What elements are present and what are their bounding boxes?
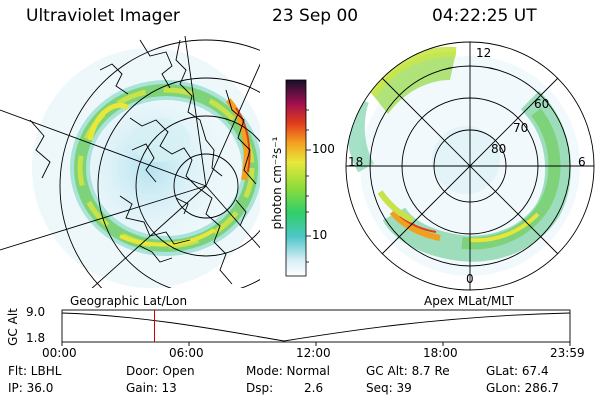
colorbar-tick-10: 10 [312, 228, 328, 242]
geographic-caption: Geographic Lat/Lon [70, 294, 188, 308]
timeline-xtick-3: 18:00 [423, 346, 458, 360]
timeline-xtick-2: 12:00 [296, 346, 331, 360]
info-glon: GLon: 286.7 [486, 381, 559, 395]
info-mode: Mode: Normal [246, 364, 330, 378]
info-door: Door: Open [126, 364, 195, 378]
time-label: 04:22:25 UT [432, 6, 537, 26]
magnetic-grid [345, 41, 595, 291]
mlat-label-70: 70 [513, 121, 529, 135]
mlt-label-12: 12 [476, 46, 492, 60]
info-gain: Gain: 13 [126, 381, 177, 395]
info-ip: IP: 36.0 [8, 381, 54, 395]
mlat-label-80: 80 [491, 142, 507, 156]
magnetic-caption: Apex MLat/MLT [424, 294, 514, 308]
colorbar [285, 79, 307, 277]
timeline-ylabel: GC Alt [5, 308, 20, 346]
timeline-xtick-1: 06:00 [169, 346, 204, 360]
colorbar-unit-label: photon cm⁻²s⁻¹ [270, 136, 284, 230]
timeline-ymax: 9.0 [26, 305, 46, 319]
timeline-xtick-4: 23:59 [550, 346, 585, 360]
mlt-label-0: 0 [466, 272, 474, 286]
timeline-xtick-0: 00:00 [42, 346, 77, 360]
info-gc-alt: GC Alt: 8.7 Re [366, 364, 450, 378]
timeline-ymin: 1.8 [26, 331, 46, 345]
geographic-map [0, 36, 260, 288]
mlt-label-6: 6 [578, 155, 586, 169]
timeline-plot [61, 309, 571, 346]
info-dsp-value: 2.6 [304, 381, 324, 395]
colorbar-tick-100: 100 [312, 142, 335, 156]
info-glat: GLat: 67.4 [486, 364, 549, 378]
info-filter: Flt: LBHL [8, 364, 62, 378]
instrument-title: Ultraviolet Imager [26, 6, 180, 26]
mlat-label-60: 60 [534, 97, 550, 111]
info-dsp-label: Dsp: [246, 381, 274, 395]
mlt-label-18: 18 [348, 155, 364, 169]
date-label: 23 Sep 00 [272, 6, 359, 26]
info-seq: Seq: 39 [366, 381, 412, 395]
